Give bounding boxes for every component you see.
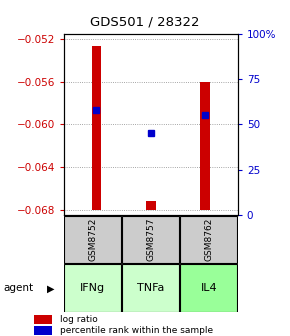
Text: GSM8762: GSM8762: [204, 218, 213, 261]
Text: agent: agent: [3, 283, 33, 293]
Text: percentile rank within the sample: percentile rank within the sample: [60, 326, 213, 335]
Bar: [34, 326, 52, 335]
Text: log ratio: log ratio: [60, 315, 98, 324]
Text: GSM8752: GSM8752: [88, 218, 97, 261]
Bar: [200, 82, 210, 210]
Text: IFNg: IFNg: [80, 283, 105, 293]
Text: IL4: IL4: [200, 283, 217, 293]
Text: GSM8757: GSM8757: [146, 218, 155, 261]
Bar: [122, 264, 179, 312]
Text: TNFa: TNFa: [137, 283, 164, 293]
Bar: [92, 46, 101, 210]
Text: ▶: ▶: [47, 283, 55, 293]
Bar: [180, 264, 237, 312]
Bar: [64, 264, 121, 312]
Bar: [64, 215, 121, 263]
Bar: [146, 201, 156, 210]
Text: GDS501 / 28322: GDS501 / 28322: [90, 15, 200, 28]
Bar: [180, 215, 237, 263]
Bar: [34, 315, 52, 324]
Bar: [122, 215, 179, 263]
